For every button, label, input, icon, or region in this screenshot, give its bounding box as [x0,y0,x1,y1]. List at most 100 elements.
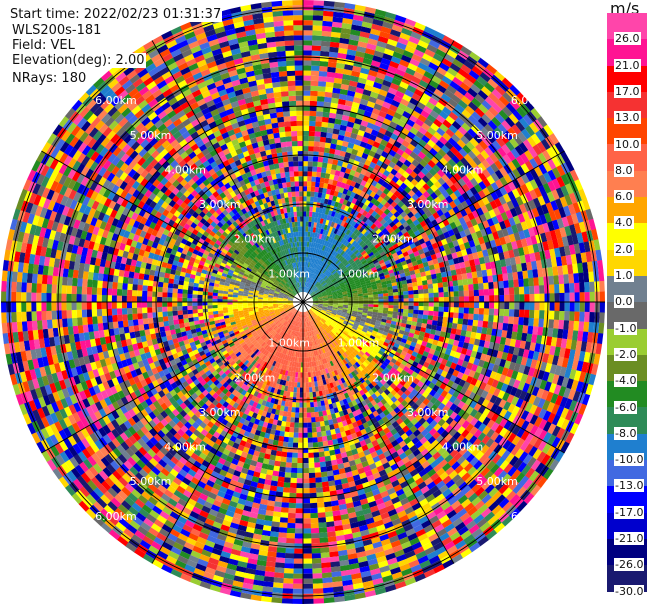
radar-gate [584,302,590,313]
radar-gate [332,280,338,285]
radar-gate [526,333,533,343]
radar-gate [353,300,359,302]
radar-gate [322,295,328,298]
radar-gate [375,148,384,156]
radar-gate [426,179,434,188]
radar-gate [451,274,458,282]
radar-gate [334,283,340,287]
radar-gate [407,131,416,140]
radar-gate [335,144,343,151]
radar-gate [314,232,318,238]
radar-gate [365,48,376,56]
radar-gate [440,226,448,234]
radar-gate [318,233,323,240]
radar-gate [366,74,377,82]
radar-gate [463,313,469,320]
radar-gate [529,189,538,200]
radar-gate [530,107,542,120]
radar-gate [383,271,390,276]
radar-gate [332,216,337,223]
radar-gate [368,306,374,310]
radar-gate [303,0,314,6]
radar-gate [422,53,434,63]
radar-gate [318,207,323,214]
radar-gate [337,160,344,167]
radar-gate [564,194,573,206]
radar-gate [554,293,560,303]
radar-gate [333,299,339,301]
radar-gate [409,270,416,276]
radar-gate [311,293,316,297]
radar-gate [323,214,328,220]
radar-gate [589,281,595,293]
radar-gate [436,114,446,124]
radar-gate [386,218,393,225]
radar-gate [499,295,505,303]
radar-gate [493,126,504,138]
radar-gate [313,302,319,304]
radar-gate [384,230,391,237]
radar-gate [338,47,348,55]
radar-gate [392,128,402,137]
radar-gate [406,155,415,164]
radar-gate [358,297,364,301]
radar-gate [441,174,450,183]
radar-gate [332,305,338,307]
radar-gate [441,190,450,199]
radar-gate [468,115,478,125]
radar-gate [452,227,460,235]
radar-gate [503,280,509,289]
radar-gate [537,224,545,235]
radar-gate [507,272,514,281]
radar-gate [463,214,471,223]
radar-gate [322,440,329,447]
radar-gate [341,275,347,280]
radar-gate [359,266,366,272]
radar-gate [368,294,374,298]
radar-gate [344,240,350,247]
radar-gate [324,277,330,282]
radar-gate [416,322,422,328]
radar-gate [401,27,413,37]
radar-gate [316,171,322,178]
radar-gate [338,236,344,243]
radar-gate [317,406,323,412]
radar-gate [372,18,384,27]
radar-gate [424,48,436,58]
radar-gate [532,197,542,208]
radar-gate [542,182,552,194]
radar-gate [390,230,397,237]
radar-gate [334,251,339,258]
radar-gate [408,302,414,306]
radar-gate [350,75,360,83]
radar-gate [355,50,366,58]
radar-gate [404,327,411,333]
radar-gate [310,191,315,197]
radar-gate [388,305,394,309]
radar-gate [368,235,375,242]
radar-gate [420,271,427,277]
radar-gate [408,163,417,171]
radar-gate [327,304,333,307]
radar-gate [313,303,318,305]
radar-gate [329,243,334,249]
radar-gate [348,277,354,282]
radar-gate [507,127,518,138]
radar-gate [319,141,326,148]
radar-gate [330,459,338,466]
radar-gate [372,259,379,265]
radar-gate [382,221,390,228]
radar-gate [378,248,385,254]
radar-gate [369,191,377,198]
radar-gate [413,309,419,315]
radar-gate [334,170,341,177]
radar-gate [400,211,408,218]
radar-gate [332,309,338,312]
radar-gate [481,327,488,335]
radar-gate [433,53,445,63]
radar-gate [318,285,323,290]
radar-gate [457,237,464,246]
radar-gate [338,255,344,261]
radar-gate [331,291,337,294]
radar-gate [312,35,322,41]
